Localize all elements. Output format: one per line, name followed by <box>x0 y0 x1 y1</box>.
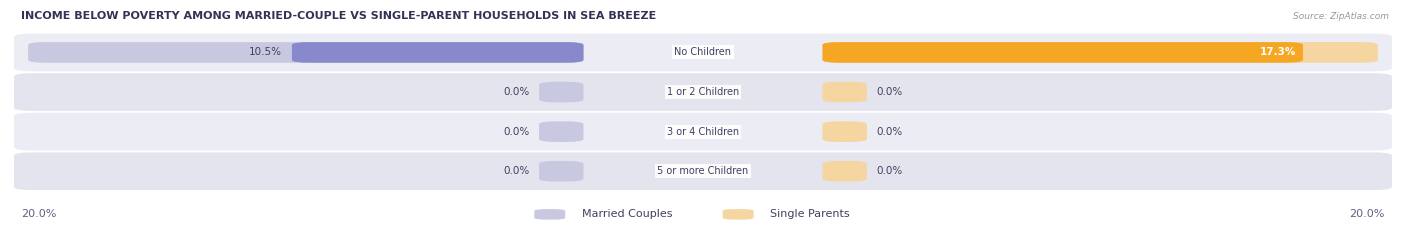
Text: INCOME BELOW POVERTY AMONG MARRIED-COUPLE VS SINGLE-PARENT HOUSEHOLDS IN SEA BRE: INCOME BELOW POVERTY AMONG MARRIED-COUPL… <box>21 11 657 21</box>
FancyBboxPatch shape <box>28 42 583 63</box>
Text: 17.3%: 17.3% <box>1260 48 1296 57</box>
FancyBboxPatch shape <box>723 209 754 219</box>
FancyBboxPatch shape <box>538 121 583 142</box>
Text: 0.0%: 0.0% <box>503 166 529 176</box>
Text: 0.0%: 0.0% <box>503 87 529 97</box>
FancyBboxPatch shape <box>823 82 868 102</box>
FancyBboxPatch shape <box>538 161 583 182</box>
Text: 1 or 2 Children: 1 or 2 Children <box>666 87 740 97</box>
FancyBboxPatch shape <box>823 42 1303 63</box>
FancyBboxPatch shape <box>823 121 868 142</box>
Text: 0.0%: 0.0% <box>877 166 903 176</box>
Text: 0.0%: 0.0% <box>503 127 529 137</box>
Text: No Children: No Children <box>675 48 731 57</box>
Text: 0.0%: 0.0% <box>877 87 903 97</box>
Text: 20.0%: 20.0% <box>21 209 56 219</box>
FancyBboxPatch shape <box>14 73 1392 111</box>
FancyBboxPatch shape <box>538 82 583 102</box>
FancyBboxPatch shape <box>534 209 565 219</box>
Text: 0.0%: 0.0% <box>877 127 903 137</box>
FancyBboxPatch shape <box>823 42 1378 63</box>
FancyBboxPatch shape <box>14 34 1392 71</box>
FancyBboxPatch shape <box>14 152 1392 190</box>
Text: Single Parents: Single Parents <box>770 209 851 219</box>
Text: 3 or 4 Children: 3 or 4 Children <box>666 127 740 137</box>
Text: 20.0%: 20.0% <box>1350 209 1385 219</box>
Text: Married Couples: Married Couples <box>582 209 672 219</box>
Text: 10.5%: 10.5% <box>249 48 283 57</box>
Text: 5 or more Children: 5 or more Children <box>658 166 748 176</box>
FancyBboxPatch shape <box>823 161 868 182</box>
Text: Source: ZipAtlas.com: Source: ZipAtlas.com <box>1294 12 1389 21</box>
FancyBboxPatch shape <box>14 113 1392 151</box>
FancyBboxPatch shape <box>292 42 583 63</box>
